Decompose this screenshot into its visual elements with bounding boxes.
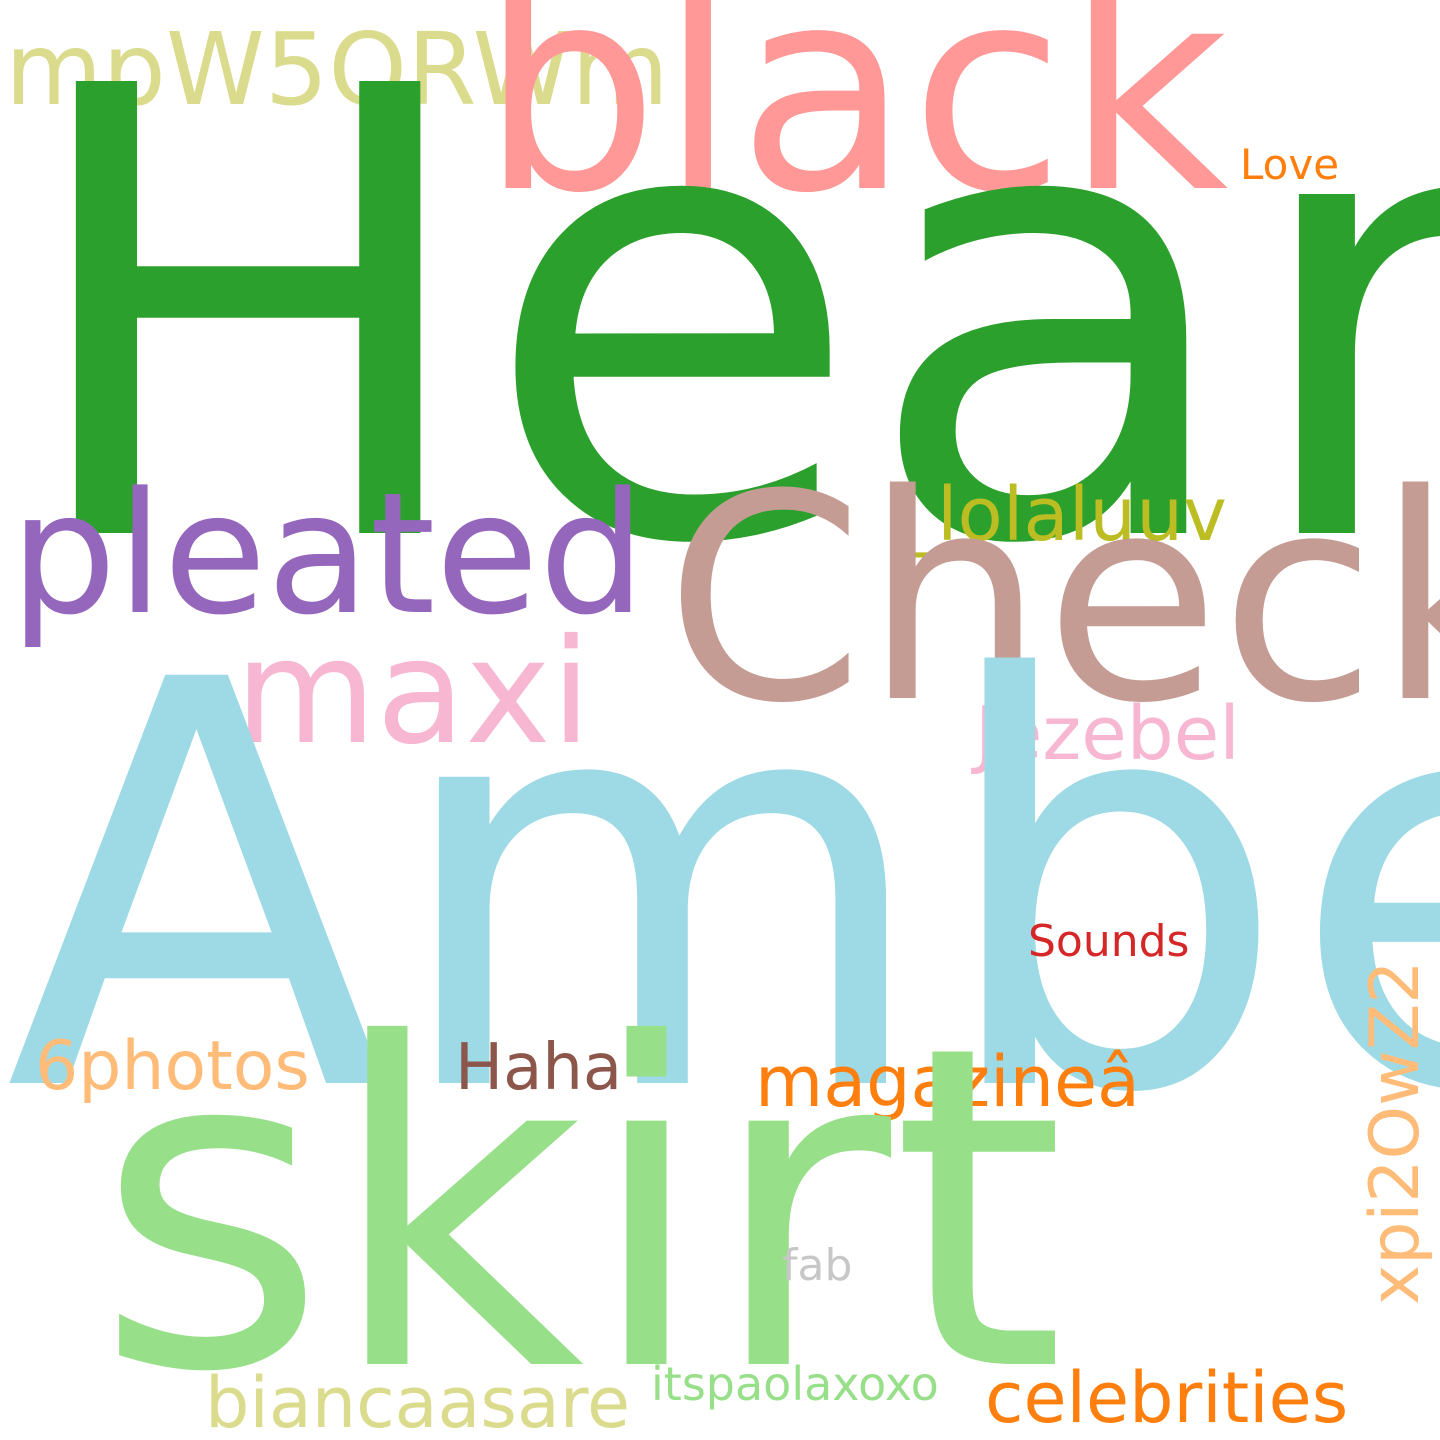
word-amber: Amber	[5, 564, 1440, 1216]
word-itspaolaxoxo: itspaolaxoxo	[651, 1357, 939, 1411]
word-skirt: skirt	[95, 951, 1066, 1440]
word-love: Love	[1240, 140, 1340, 189]
word-maxi: maxi	[235, 608, 592, 777]
word-xpi2owz2: xpi2OwZ2	[1356, 960, 1435, 1305]
word-celebrities: celebrities	[985, 1357, 1349, 1439]
word-lolaluuv: _lolaluuv	[900, 472, 1227, 558]
word-fab: fab	[782, 1240, 853, 1291]
word-heard: Heard	[15, 0, 1440, 680]
word-pleated: pleated	[10, 456, 646, 652]
word-magazine: magazineâ	[755, 1041, 1140, 1123]
word-mpw5orwm: mpW5ORWm	[5, 11, 669, 128]
word-check: Check	[665, 434, 1440, 766]
word-6photos: 6photos	[35, 1027, 310, 1106]
word-black: black	[480, 0, 1229, 255]
word-sounds: Sounds	[1028, 916, 1190, 967]
word-haha: Haha	[455, 1031, 623, 1105]
word-jezebel: Jezebel	[975, 691, 1240, 777]
word-biancaasare: biancaasare	[205, 1362, 631, 1440]
